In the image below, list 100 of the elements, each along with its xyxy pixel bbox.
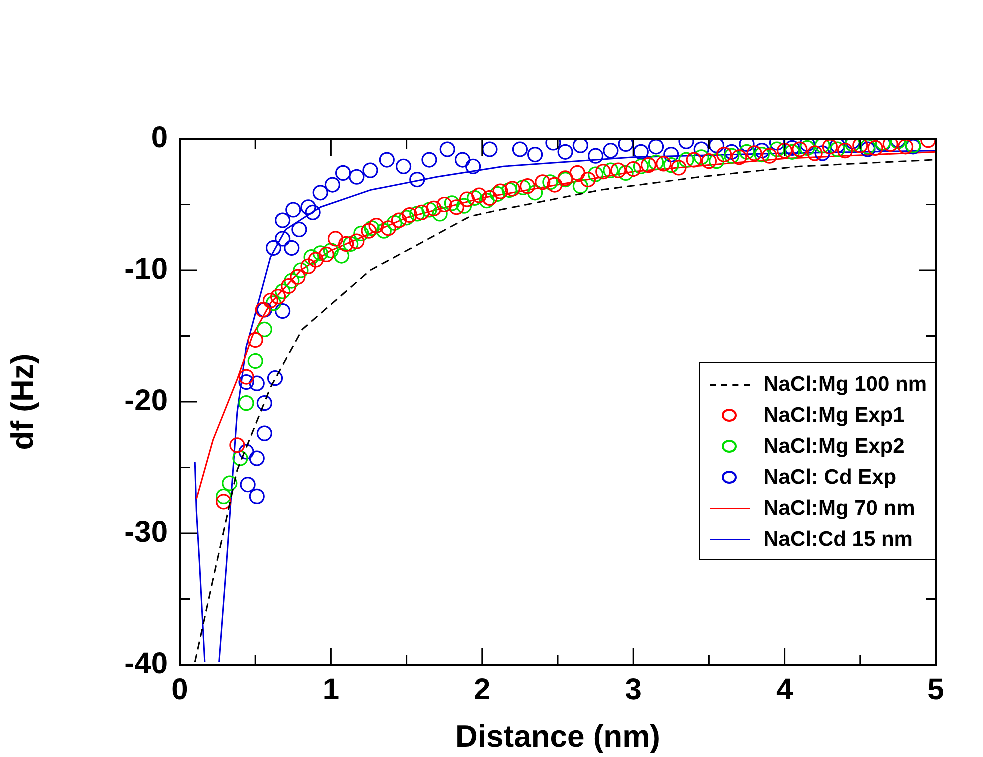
point	[701, 154, 717, 170]
point	[238, 444, 254, 460]
x-tick-label: 1	[322, 673, 340, 706]
point	[426, 200, 442, 216]
point	[432, 206, 448, 222]
point	[852, 139, 868, 154]
point	[362, 162, 378, 178]
point	[528, 146, 544, 163]
point	[249, 376, 265, 392]
point	[267, 370, 284, 386]
point	[300, 200, 316, 216]
point	[343, 236, 359, 252]
point	[664, 158, 680, 174]
legend-label: NaCl:Mg 70 nm	[764, 496, 916, 522]
point	[238, 396, 254, 412]
point	[249, 450, 265, 466]
point	[448, 200, 464, 216]
point	[572, 139, 588, 154]
point	[396, 158, 412, 174]
point	[290, 269, 306, 285]
point	[814, 139, 830, 154]
point	[588, 148, 604, 164]
point	[354, 226, 370, 242]
point	[379, 152, 395, 168]
point	[312, 185, 328, 201]
point	[410, 172, 426, 188]
point	[249, 488, 265, 504]
point	[837, 143, 854, 159]
point	[482, 190, 498, 206]
point	[648, 154, 664, 170]
point	[275, 303, 291, 320]
point	[588, 166, 604, 182]
point	[739, 139, 755, 152]
point	[262, 292, 279, 309]
legend-label: NaCl:Mg Exp1	[764, 403, 905, 429]
point	[248, 353, 264, 370]
point	[238, 369, 254, 385]
x-tick-label: 3	[625, 673, 642, 706]
point	[456, 198, 472, 214]
point	[349, 234, 365, 250]
point	[414, 204, 430, 220]
point	[784, 140, 800, 156]
point	[547, 177, 563, 193]
point	[230, 438, 246, 454]
y-tick-label: -20	[124, 384, 168, 418]
point	[256, 426, 272, 442]
point	[512, 142, 528, 158]
point	[814, 146, 830, 162]
point	[580, 172, 596, 188]
point	[640, 158, 657, 174]
point	[492, 184, 508, 200]
y-tick-label: 0	[151, 121, 168, 154]
point	[364, 220, 380, 236]
point	[472, 188, 488, 204]
point	[732, 150, 748, 166]
point	[335, 165, 352, 181]
x-tick-label: 4	[776, 673, 794, 706]
point	[232, 450, 248, 466]
point	[754, 146, 770, 163]
point	[361, 223, 377, 239]
point	[845, 139, 861, 152]
point	[694, 150, 710, 166]
legend-label: NaCl: Cd Exp	[764, 465, 897, 491]
point	[671, 160, 687, 176]
point	[769, 142, 786, 158]
point	[440, 142, 456, 158]
y-tick-label: -10	[124, 252, 168, 286]
point	[724, 148, 740, 164]
point	[596, 164, 612, 180]
point	[334, 248, 350, 264]
point	[603, 143, 619, 159]
point	[304, 250, 320, 266]
point	[603, 162, 619, 178]
point	[882, 139, 898, 152]
point	[308, 252, 324, 268]
point	[222, 476, 238, 492]
legend-label: NaCl:Cd 15 nm	[764, 527, 913, 553]
point	[830, 142, 846, 158]
point	[281, 278, 297, 294]
point	[312, 246, 328, 262]
point	[777, 143, 793, 159]
point	[284, 273, 300, 289]
point	[618, 139, 634, 152]
point	[694, 142, 710, 158]
point	[868, 140, 884, 156]
point	[454, 152, 471, 168]
point	[482, 142, 498, 158]
point	[479, 193, 495, 209]
point	[686, 152, 702, 168]
point	[376, 223, 392, 239]
point	[708, 139, 725, 154]
point	[807, 146, 823, 162]
point	[558, 144, 574, 160]
point	[292, 222, 308, 238]
legend-label: NaCl:Mg Exp2	[764, 434, 905, 460]
point	[542, 174, 558, 190]
point	[256, 396, 272, 412]
point	[399, 210, 415, 226]
point	[328, 231, 344, 247]
point	[716, 146, 732, 163]
